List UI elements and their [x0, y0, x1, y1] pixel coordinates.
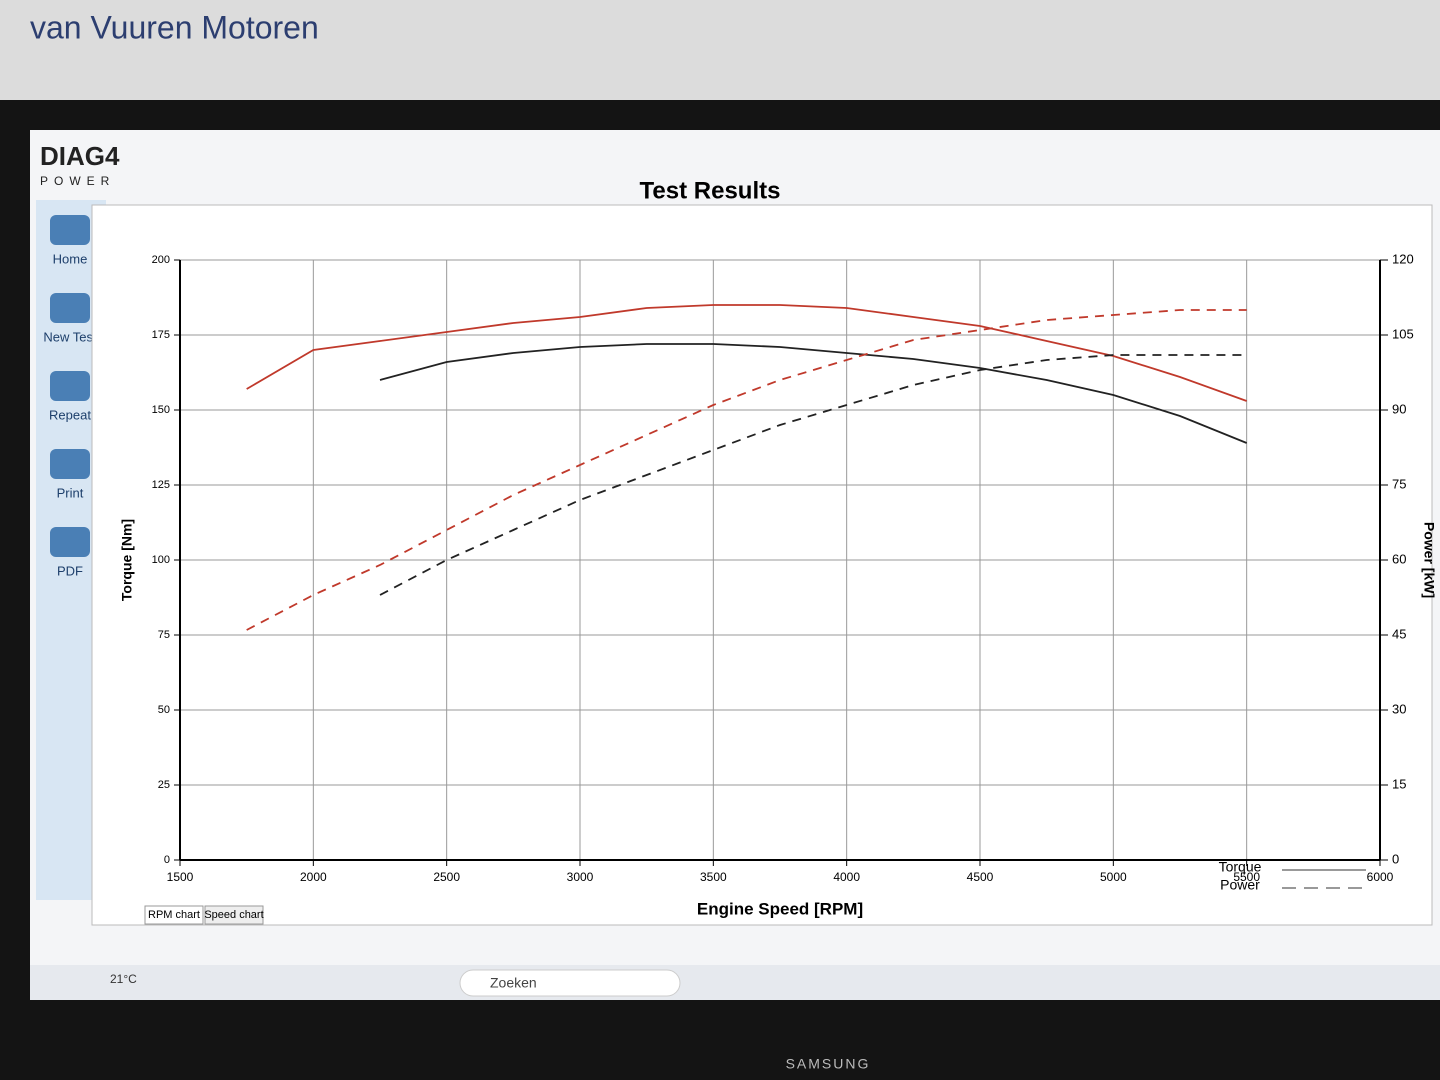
x-tick-label: 3000	[567, 870, 594, 884]
series-line	[246, 309, 1247, 631]
y2-tick-label: 30	[1392, 701, 1406, 716]
chart-title: Test Results	[640, 177, 781, 204]
y2-tick-label: 90	[1392, 401, 1406, 416]
chart-area	[91, 204, 1433, 926]
y-tick-label: 25	[158, 779, 170, 791]
sidebar-icon[interactable]	[50, 527, 90, 557]
series-line	[379, 343, 1248, 444]
y-tick-label: 175	[152, 329, 170, 341]
tab-label[interactable]: Speed chart	[204, 909, 263, 921]
wall	[0, 0, 1440, 110]
legend-label: Torque	[1219, 859, 1262, 875]
weather: 21°C	[110, 972, 137, 986]
y2-tick-label: 15	[1392, 776, 1406, 791]
sidebar-icon[interactable]	[50, 215, 90, 245]
y-tick-label: 200	[152, 254, 170, 266]
legend-label: Power	[1220, 877, 1260, 893]
search-box[interactable]	[459, 969, 681, 997]
sidebar-icon[interactable]	[50, 293, 90, 323]
y2-tick-label: 75	[1392, 476, 1406, 491]
x-tick-label: 3500	[700, 870, 727, 884]
tabs: RPM chart Speed chart	[144, 905, 264, 925]
taskbar	[30, 965, 1440, 1000]
y-tick-label: 50	[158, 704, 170, 716]
y2-tick-label: 120	[1392, 251, 1414, 266]
tab[interactable]	[204, 905, 264, 925]
x-tick-label: 5000	[1100, 870, 1127, 884]
y-tick-label: 125	[152, 479, 170, 491]
series-line	[379, 354, 1247, 596]
x-tick-label: 5500	[1233, 870, 1260, 884]
y-tick-label: 0	[164, 854, 170, 866]
tab[interactable]	[144, 905, 204, 925]
sidebar-label[interactable]: Repeat	[49, 407, 91, 422]
y-axis-title: Torque [Nm]	[119, 519, 135, 601]
y-tick-label: 100	[152, 554, 170, 566]
series-line	[246, 304, 1247, 402]
sidebar-icon[interactable]	[50, 449, 90, 479]
y2-tick-label: 105	[1392, 326, 1414, 341]
x-tick-label: 4000	[833, 870, 860, 884]
x-tick-label: 1500	[167, 870, 194, 884]
y-tick-label: 150	[152, 404, 170, 416]
search-text[interactable]: Zoeken	[490, 975, 537, 991]
tab-label[interactable]: RPM chart	[148, 909, 200, 921]
y2-axis-title: Power [kW]	[1421, 522, 1437, 598]
brand: SAMSUNG	[786, 1056, 871, 1072]
y2-tick-label: 60	[1392, 551, 1406, 566]
logo: DIAG4	[40, 141, 120, 171]
watermark: van Vuuren Motoren	[30, 9, 319, 45]
x-tick-label: 2000	[300, 870, 327, 884]
sidebar-label[interactable]: PDF	[57, 563, 83, 578]
sidebar-items: Home New Test Repeat Print PDF	[43, 215, 97, 578]
logo-sub: POWER	[40, 174, 115, 188]
x-axis-title: Engine Speed [RPM]	[697, 899, 863, 918]
x-tick-label: 2500	[433, 870, 460, 884]
sidebar-icon[interactable]	[50, 371, 90, 401]
sidebar-label[interactable]: New Test	[43, 329, 97, 344]
x-tick-label: 6000	[1367, 870, 1394, 884]
y2-tick-label: 0	[1392, 851, 1399, 866]
sidebar-label[interactable]: Home	[53, 251, 88, 266]
sidebar-label[interactable]: Print	[57, 485, 84, 500]
y2-tick-label: 45	[1392, 626, 1406, 641]
x-tick-label: 4500	[967, 870, 994, 884]
y-tick-label: 75	[158, 629, 170, 641]
